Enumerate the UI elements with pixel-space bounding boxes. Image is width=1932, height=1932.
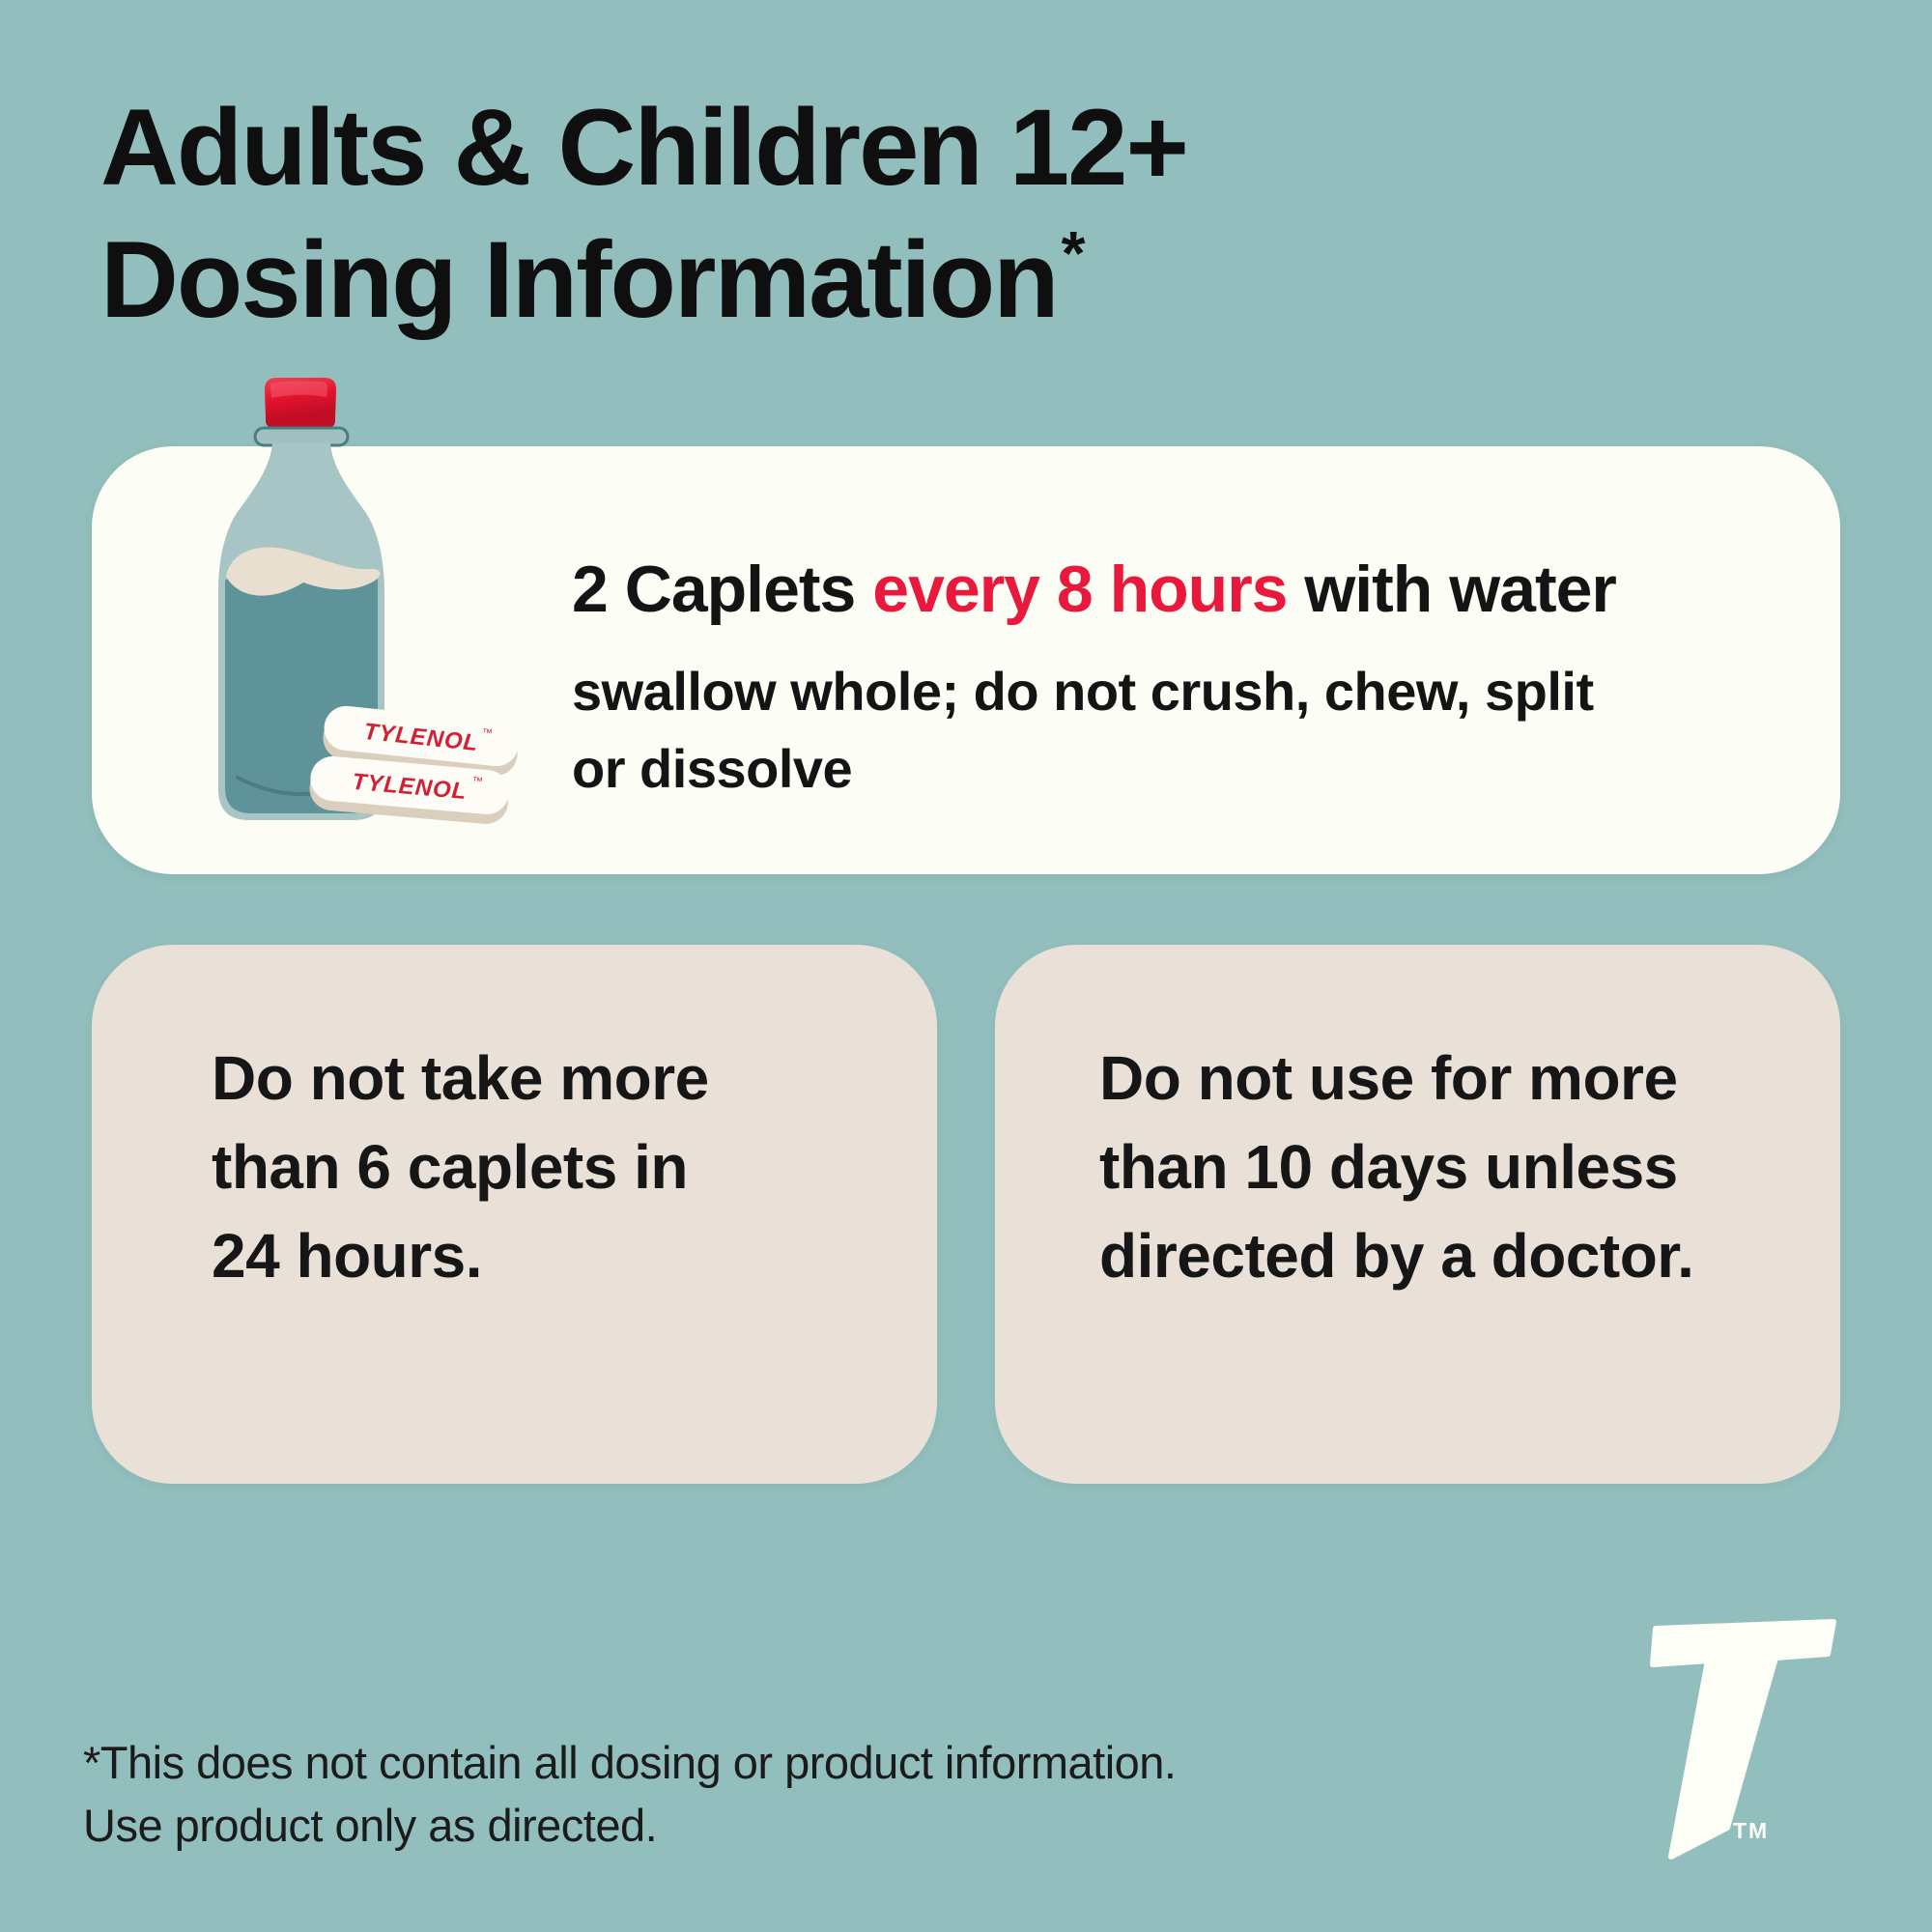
caplet-bottom: TYLENOL ™ — [309, 756, 509, 824]
dosage-headline-prefix: 2 Caplets — [572, 553, 873, 626]
page-title-line2: Dosing Information — [100, 219, 1060, 340]
page-title: Adults & Children 12+ Dosing Information… — [100, 81, 1189, 362]
warning-duration-line2: than 10 days unless — [1099, 1132, 1678, 1202]
disclaimer-line2: Use product only as directed. — [83, 1800, 658, 1851]
caplet-brand-trademark: ™ — [471, 776, 483, 788]
dosage-headline-suffix: with water — [1287, 553, 1617, 626]
disclaimer-line1: *This does not contain all dosing or pro… — [83, 1737, 1177, 1788]
warning-duration-line1: Do not use for more — [1099, 1043, 1678, 1113]
logo-tm-text: TM — [1733, 1818, 1769, 1843]
dosage-headline-highlight: every 8 hours — [872, 553, 1288, 626]
tylenol-t-logo: TM — [1650, 1619, 1836, 1860]
warning-card-duration: Do not use for more than 10 days unless … — [995, 945, 1840, 1484]
warning-max-dose-line1: Do not take more — [212, 1043, 709, 1113]
dosage-subtext: swallow whole; do not crush, chew, split… — [572, 653, 1616, 808]
bottle-cap — [265, 378, 336, 428]
warning-max-dose-line2: than 6 caplets in — [212, 1132, 688, 1202]
warning-duration-line3: directed by a doctor. — [1099, 1221, 1694, 1291]
logo-letter-t-shape — [1650, 1619, 1836, 1860]
footnote-disclaimer: *This does not contain all dosing or pro… — [83, 1731, 1177, 1857]
dosage-card-text: 2 Caplets every 8 hours with water swall… — [572, 553, 1617, 808]
page-title-line2-row: Dosing Information* — [100, 213, 1187, 362]
tylenol-caplets-icon: TYLENOL ™ TYLENOL ™ — [309, 705, 519, 824]
warning-max-dose-line3: 24 hours. — [212, 1221, 483, 1291]
page-title-line1: Adults & Children 12+ — [100, 87, 1189, 208]
caplet-brand-trademark: ™ — [481, 727, 493, 740]
dosage-subtext-line2: or dissolve — [572, 738, 853, 799]
dosage-headline: 2 Caplets every 8 hours with water — [572, 553, 1617, 626]
footnote-asterisk: * — [1061, 218, 1086, 288]
dosage-subtext-line1: swallow whole; do not crush, chew, split — [572, 661, 1594, 722]
bottle-neck-ring — [253, 426, 350, 447]
warning-card-max-dose: Do not take more than 6 caplets in 24 ho… — [92, 945, 937, 1484]
water-highlight — [226, 547, 381, 596]
